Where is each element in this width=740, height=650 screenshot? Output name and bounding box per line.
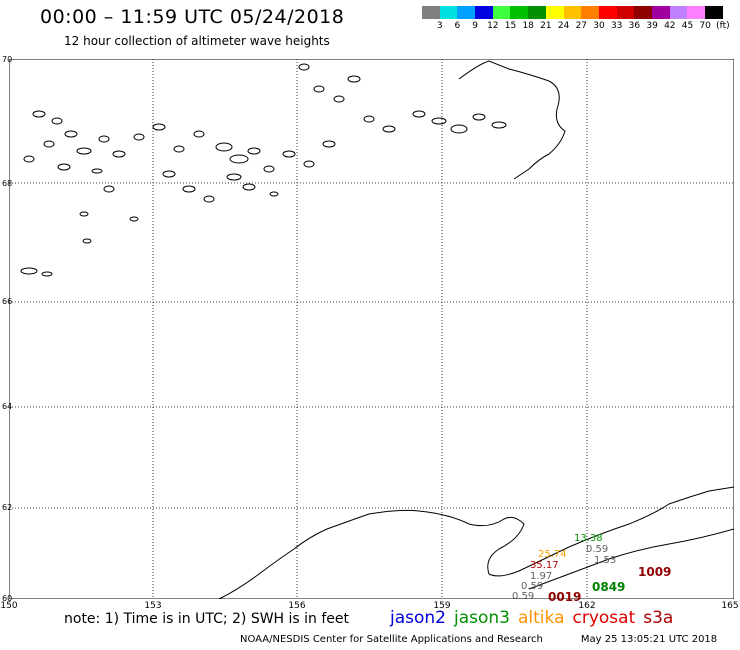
- color-scale-label: 30: [593, 21, 605, 31]
- lon-label: 153: [144, 601, 162, 611]
- color-scale-label: 42: [664, 21, 676, 31]
- coastline-north: [458, 60, 566, 180]
- page-title: 00:00 – 11:59 UTC 05/24/2018: [40, 6, 345, 28]
- pass-time-label: 1009: [638, 565, 672, 579]
- color-swatch: [422, 6, 440, 19]
- color-scale-label: 24: [557, 21, 570, 31]
- color-swatch: [651, 6, 670, 19]
- color-swatch: [616, 6, 635, 19]
- coastline-south: [218, 486, 734, 599]
- satellite-cryosat: cryosat: [572, 608, 636, 628]
- coastline-peninsula: [528, 528, 734, 590]
- color-scale-label: 33: [610, 21, 623, 31]
- satellite-jason3: jason3: [454, 608, 510, 628]
- color-scale-label: (ft): [716, 21, 730, 31]
- color-scale-label: 3: [436, 21, 443, 31]
- pass-time-label: 0019: [548, 590, 582, 604]
- color-scale-label: 45: [681, 21, 694, 31]
- satellite-legend: jason2 jason3 altika cryosat s3a: [390, 608, 681, 628]
- wave-height-label: 0.59: [586, 544, 609, 555]
- lat-label: 70: [2, 55, 13, 64]
- wave-height-label: 13.38: [574, 533, 603, 544]
- color-swatch: [563, 6, 582, 19]
- pass-time-label: 0849: [592, 580, 626, 594]
- color-swatch: [492, 6, 511, 19]
- wave-height-label: 25.74: [538, 549, 567, 560]
- lon-label: 156: [288, 601, 306, 611]
- color-scale-label: 18: [522, 21, 534, 31]
- color-swatch: [457, 6, 476, 19]
- satellite-altika: altika: [518, 608, 565, 628]
- color-scale-label: 15: [504, 21, 517, 31]
- ice-contours: [20, 63, 507, 277]
- lat-label: 68: [2, 179, 13, 188]
- color-swatch: [581, 6, 599, 19]
- wave-height-label: 1.97: [530, 571, 553, 582]
- color-scale-labels: 3 6 9 12 15 18 21 24 27 30 33 36 39 42 45 70 (ft): [422, 21, 740, 35]
- color-swatch: [669, 6, 688, 19]
- lon-label: 162: [578, 601, 596, 611]
- map-border: [9, 59, 734, 599]
- grid-lines: [9, 59, 734, 599]
- color-scale-legend: [422, 6, 723, 19]
- satellite-jason2: jason2: [390, 608, 446, 628]
- color-scale-label: 6: [454, 21, 461, 31]
- color-swatch: [439, 6, 458, 19]
- color-scale-label: 39: [646, 21, 658, 31]
- color-scale-label: 27: [575, 21, 588, 31]
- color-scale-label: 21: [540, 21, 552, 31]
- color-scale-label: 12: [487, 21, 499, 31]
- footer: NOAA/NESDIS Center for Satellite Applica…: [240, 634, 717, 645]
- wave-height-label: 1.53: [594, 555, 617, 566]
- satellite-s3a: s3a: [643, 608, 674, 628]
- lat-label: 60: [2, 594, 13, 603]
- color-swatch: [598, 6, 617, 19]
- color-swatch: [475, 6, 493, 19]
- footer-timestamp: May 25 13:05:21 UTC 2018: [580, 634, 718, 645]
- lat-label: 66: [2, 297, 13, 306]
- wave-height-label: 0.59: [521, 581, 544, 592]
- color-swatch: [687, 6, 705, 19]
- lon-label: 150: [0, 601, 18, 611]
- color-swatch: [528, 6, 546, 19]
- color-swatch: [705, 6, 723, 19]
- lat-label: 64: [2, 402, 13, 411]
- altimeter-map: [9, 59, 734, 599]
- color-scale-label: 9: [472, 21, 478, 31]
- page-subtitle: 12 hour collection of altimeter wave hei…: [64, 34, 330, 48]
- lon-label: 159: [433, 601, 451, 611]
- footer-org: NOAA/NESDIS Center for Satellite Applica…: [240, 634, 543, 645]
- color-scale-label: 70: [699, 21, 711, 31]
- color-swatch: [545, 6, 564, 19]
- color-swatch: [510, 6, 529, 19]
- note-text: note: 1) Time is in UTC; 2) SWH is in fe…: [64, 611, 350, 627]
- lat-label: 62: [2, 503, 13, 512]
- wave-height-label: 35.17: [530, 560, 559, 571]
- wave-height-label: 0.59: [512, 591, 535, 602]
- color-swatch: [634, 6, 652, 19]
- color-scale-label: 36: [628, 21, 641, 31]
- lon-label: 165: [721, 601, 739, 611]
